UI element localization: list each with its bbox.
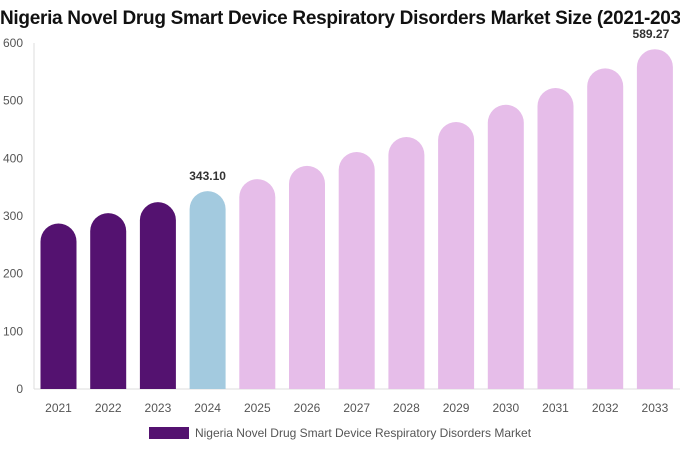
bar-2023 xyxy=(139,202,176,389)
bar-2030 xyxy=(487,104,524,389)
data-label-2024: 343.10 xyxy=(189,169,226,183)
bar-2021 xyxy=(40,223,77,389)
legend-label: Nigeria Novel Drug Smart Device Respirat… xyxy=(194,426,532,440)
bar-2028 xyxy=(388,136,425,389)
x-tick-label: 2022 xyxy=(95,401,122,415)
bar-2031 xyxy=(537,87,574,389)
x-tick-label: 2027 xyxy=(343,401,370,415)
x-tick-label: 2021 xyxy=(45,401,72,415)
bar-2027 xyxy=(338,151,375,389)
x-tick-label: 2029 xyxy=(443,401,470,415)
x-tick-label: 2033 xyxy=(642,401,669,415)
y-tick-label: 400 xyxy=(3,151,23,165)
y-tick-label: 600 xyxy=(3,36,23,50)
x-tick-label: 2025 xyxy=(244,401,271,415)
y-tick-label: 200 xyxy=(3,267,23,281)
x-tick-label: 2030 xyxy=(492,401,519,415)
bar-2022 xyxy=(90,213,127,389)
x-tick-label: 2031 xyxy=(542,401,569,415)
y-tick-label: 300 xyxy=(3,209,23,223)
bar-2026 xyxy=(289,165,325,389)
legend: Nigeria Novel Drug Smart Device Respirat… xyxy=(0,426,680,440)
bar-2025 xyxy=(239,179,276,389)
x-tick-label: 2026 xyxy=(294,401,321,415)
legend-swatch xyxy=(148,427,189,439)
bar-2033 xyxy=(636,49,673,390)
x-tick-label: 2023 xyxy=(145,401,172,415)
x-tick-label: 2028 xyxy=(393,401,420,415)
data-label-2033: 589.27 xyxy=(633,27,670,41)
bar-2024 xyxy=(189,191,226,389)
bar-2029 xyxy=(438,122,475,389)
y-tick-label: 100 xyxy=(3,324,23,338)
x-tick-label: 2024 xyxy=(194,401,221,415)
y-tick-label: 500 xyxy=(3,94,23,108)
y-tick-label: 0 xyxy=(16,382,23,396)
chart-title: Nigeria Novel Drug Smart Device Respirat… xyxy=(0,8,680,29)
bar-2032 xyxy=(587,68,624,389)
x-tick-label: 2032 xyxy=(592,401,619,415)
